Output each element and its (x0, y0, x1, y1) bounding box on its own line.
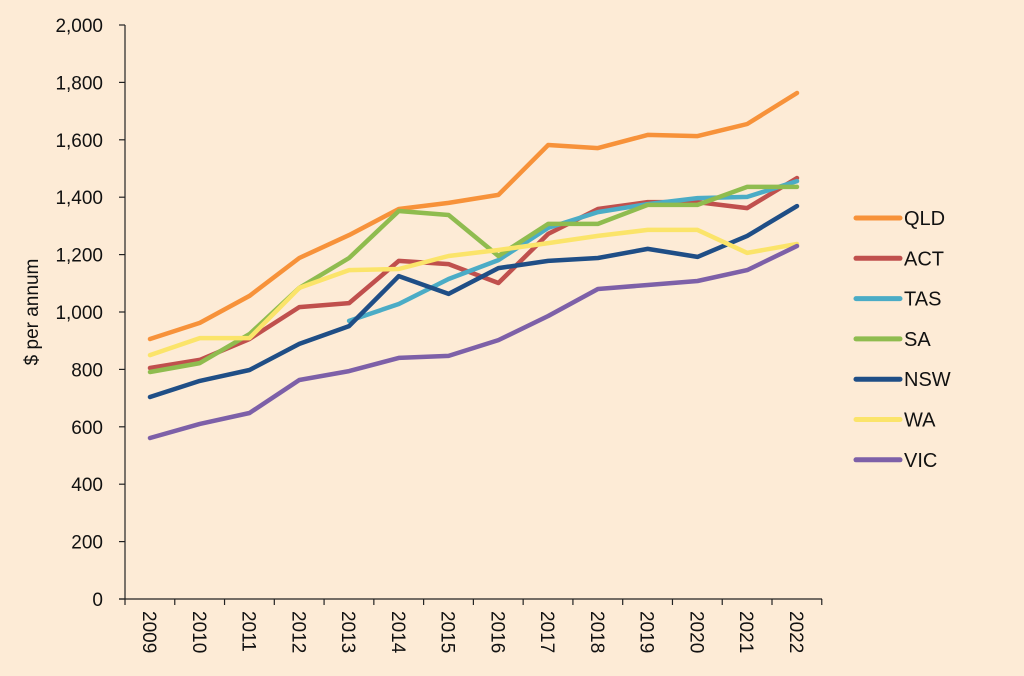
legend-label: WA (904, 410, 936, 432)
series-line-nsw (147, 203, 800, 400)
legend: QLD ACT TAS SA NSW WA VIC (853, 208, 951, 472)
x-tick-label: 2010 (188, 611, 209, 653)
y-axis-title: $ per annum (22, 259, 43, 366)
series-line-wa (147, 227, 800, 358)
x-tick-label: 2009 (138, 611, 159, 653)
legend-item-sa: SA (853, 329, 931, 351)
y-tick-label: 1,600 (55, 131, 103, 152)
legend-label: QLD (904, 208, 945, 230)
y-tick-label: 800 (71, 360, 103, 381)
y-tick-label: 200 (71, 533, 103, 554)
y-tick-label: 2,000 (55, 16, 103, 37)
x-tick-label: 2017 (536, 611, 557, 653)
legend-item-tas: TAS (853, 289, 941, 311)
x-tick-label: 2015 (437, 611, 458, 653)
legend-item-vic: VIC (853, 450, 937, 472)
y-tick-label: 0 (92, 590, 103, 611)
series-line-tas (346, 178, 800, 324)
x-tick-label: 2022 (785, 611, 806, 653)
x-tick-label: 2011 (238, 611, 259, 652)
x-tick-label: 2019 (636, 611, 657, 653)
legend-label: VIC (904, 450, 937, 472)
x-tick-label: 2016 (486, 611, 507, 653)
y-tick-label: 1,200 (55, 246, 103, 267)
legend-item-act: ACT (853, 248, 944, 270)
x-tick-label: 2018 (586, 611, 607, 653)
legend-label: ACT (904, 248, 944, 270)
y-tick-label: 1,000 (55, 303, 103, 324)
legend-item-nsw: NSW (853, 369, 951, 391)
legend-label: NSW (904, 369, 951, 391)
x-tick-label: 2013 (337, 611, 358, 653)
y-tick-label: 600 (71, 418, 103, 439)
series-line-act (147, 175, 800, 371)
series-lines (147, 90, 800, 441)
legend-label: SA (904, 329, 931, 351)
y-tick-label: 400 (71, 475, 103, 496)
series-line-qld (147, 90, 800, 342)
series-line-sa (147, 184, 800, 375)
x-axis-ticks: 2009 2010 2011 2012 2013 2014 2015 2016 2017 2018… (124, 599, 823, 654)
legend-label: TAS (904, 289, 941, 311)
y-axis-ticks: 0 200 400 600 800 1,000 1,200 1,400 1,600 1,800 2,… (55, 16, 125, 611)
x-tick-label: 2020 (685, 611, 706, 653)
x-tick-label: 2012 (287, 611, 308, 653)
y-tick-label: 1,400 (55, 188, 103, 209)
y-tick-label: 1,800 (55, 73, 103, 94)
x-tick-label: 2014 (387, 611, 408, 654)
legend-item-qld: QLD (853, 208, 945, 230)
legend-item-wa: WA (853, 410, 936, 432)
x-tick-label: 2021 (735, 611, 756, 653)
series-line-vic (147, 243, 800, 441)
